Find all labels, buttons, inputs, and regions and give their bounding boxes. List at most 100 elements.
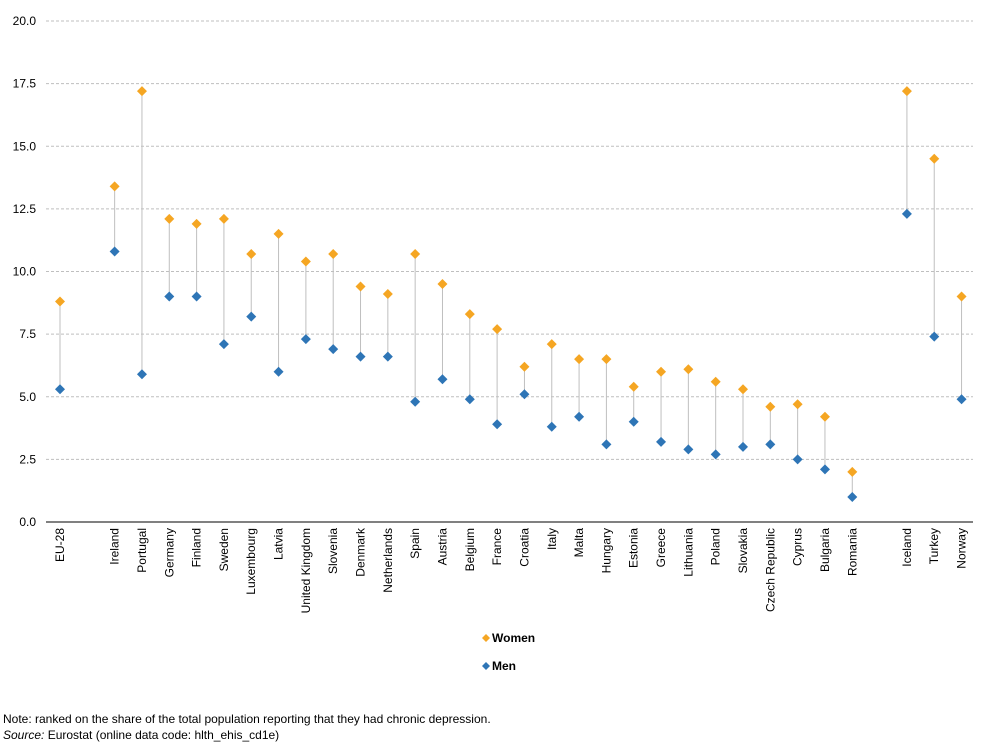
data-point-women bbox=[656, 366, 667, 377]
data-point-men bbox=[683, 444, 694, 455]
x-tick-label: United Kingdom bbox=[299, 528, 313, 613]
chart-source: Source: Eurostat (online data code: hlth… bbox=[3, 728, 279, 742]
data-point-men bbox=[901, 208, 912, 219]
data-point-women bbox=[710, 376, 721, 387]
data-point-men bbox=[956, 394, 967, 405]
data-point-women bbox=[819, 411, 830, 422]
data-point-women bbox=[164, 213, 175, 224]
y-tick-label: 17.5 bbox=[13, 77, 37, 91]
y-tick-label: 5.0 bbox=[19, 390, 36, 404]
data-point-women bbox=[191, 218, 202, 229]
y-tick-label: 2.5 bbox=[19, 452, 36, 466]
data-point-men bbox=[273, 366, 284, 377]
data-point-men bbox=[929, 331, 940, 342]
x-tick-label: Slovakia bbox=[736, 528, 750, 574]
data-point-men bbox=[738, 441, 748, 452]
data-point-women bbox=[628, 381, 639, 392]
y-tick-label: 10.0 bbox=[13, 265, 37, 279]
data-point-women bbox=[901, 86, 912, 97]
x-tick-label: Luxembourg bbox=[244, 528, 258, 595]
x-tick-label: Iceland bbox=[900, 528, 914, 567]
data-point-women bbox=[683, 364, 694, 375]
legend-label-women: Women bbox=[492, 631, 535, 645]
x-tick-label: France bbox=[490, 528, 504, 566]
x-tick-label: Belgium bbox=[463, 528, 477, 571]
data-point-women bbox=[55, 296, 65, 307]
x-tick-label: EU-28 bbox=[53, 528, 67, 562]
x-tick-label: Germany bbox=[162, 528, 176, 577]
legend-label-men: Men bbox=[492, 659, 516, 673]
x-tick-label: Croatia bbox=[517, 528, 531, 567]
x-tick-label: Spain bbox=[408, 528, 422, 559]
data-point-men bbox=[300, 334, 311, 345]
x-tick-label: Denmark bbox=[354, 527, 368, 577]
data-point-men bbox=[136, 369, 147, 380]
data-point-women bbox=[464, 309, 475, 320]
gridlines bbox=[46, 20, 973, 460]
x-tick-label: Poland bbox=[709, 528, 723, 565]
data-point-men bbox=[765, 439, 776, 450]
data-point-women bbox=[929, 153, 940, 164]
data-point-men bbox=[55, 384, 65, 395]
data-point-men bbox=[109, 246, 120, 257]
x-tick-label: Finland bbox=[190, 528, 204, 567]
data-point-men bbox=[355, 351, 366, 362]
data-point-men bbox=[218, 339, 229, 350]
data-point-women bbox=[519, 361, 530, 372]
x-tick-label: Sweden bbox=[217, 528, 231, 571]
x-tick-label: Italy bbox=[545, 528, 559, 550]
data-point-women bbox=[738, 384, 748, 395]
data-point-men bbox=[847, 491, 858, 502]
series-men bbox=[55, 208, 967, 502]
x-tick-label: Malta bbox=[572, 528, 586, 558]
data-point-women bbox=[246, 248, 257, 259]
y-tick-label: 12.5 bbox=[13, 202, 37, 216]
data-point-men bbox=[574, 411, 585, 422]
data-point-men bbox=[410, 396, 421, 407]
source-text: Eurostat (online data code: hlth_ehis_cd… bbox=[44, 728, 280, 742]
x-tick-label: Slovenia bbox=[326, 528, 340, 574]
data-point-men bbox=[546, 421, 557, 432]
x-tick-label: Cyprus bbox=[791, 528, 805, 566]
series-women bbox=[55, 86, 967, 477]
data-point-men bbox=[601, 439, 612, 450]
x-tick-label: Netherlands bbox=[381, 528, 395, 593]
data-point-women bbox=[437, 279, 448, 290]
y-tick-label: 0.0 bbox=[19, 515, 36, 529]
data-point-women bbox=[328, 248, 339, 259]
y-tick-label: 7.5 bbox=[19, 327, 36, 341]
data-point-men bbox=[164, 291, 175, 302]
data-point-men bbox=[819, 464, 830, 475]
data-point-women bbox=[410, 248, 421, 259]
data-point-men bbox=[656, 436, 667, 447]
data-point-women bbox=[136, 86, 147, 97]
x-tick-label: Latvia bbox=[272, 528, 286, 560]
data-point-men bbox=[191, 291, 202, 302]
legend-marker-women bbox=[482, 634, 490, 642]
x-tick-label: Estonia bbox=[627, 528, 641, 568]
data-point-women bbox=[765, 401, 776, 412]
y-tick-label: 15.0 bbox=[13, 139, 37, 153]
data-point-men bbox=[519, 389, 530, 400]
x-tick-label: Turkey bbox=[927, 528, 941, 564]
x-tick-label: Portugal bbox=[135, 528, 149, 573]
x-tick-label: Ireland bbox=[108, 528, 122, 565]
data-point-women bbox=[355, 281, 366, 292]
x-tick-label: Hungary bbox=[599, 528, 613, 573]
data-point-men bbox=[792, 454, 803, 465]
data-point-women bbox=[601, 354, 612, 365]
x-tick-label: Bulgaria bbox=[818, 528, 832, 572]
data-point-women bbox=[792, 399, 803, 410]
data-point-men bbox=[628, 416, 639, 427]
data-point-women bbox=[492, 324, 503, 335]
data-point-women bbox=[300, 256, 311, 267]
data-point-women bbox=[574, 354, 585, 365]
data-point-women bbox=[847, 466, 858, 477]
x-tick-label: Romania bbox=[845, 528, 859, 576]
data-point-men bbox=[246, 311, 257, 322]
data-point-men bbox=[492, 419, 503, 430]
data-point-men bbox=[710, 449, 721, 460]
connectors bbox=[59, 91, 963, 497]
